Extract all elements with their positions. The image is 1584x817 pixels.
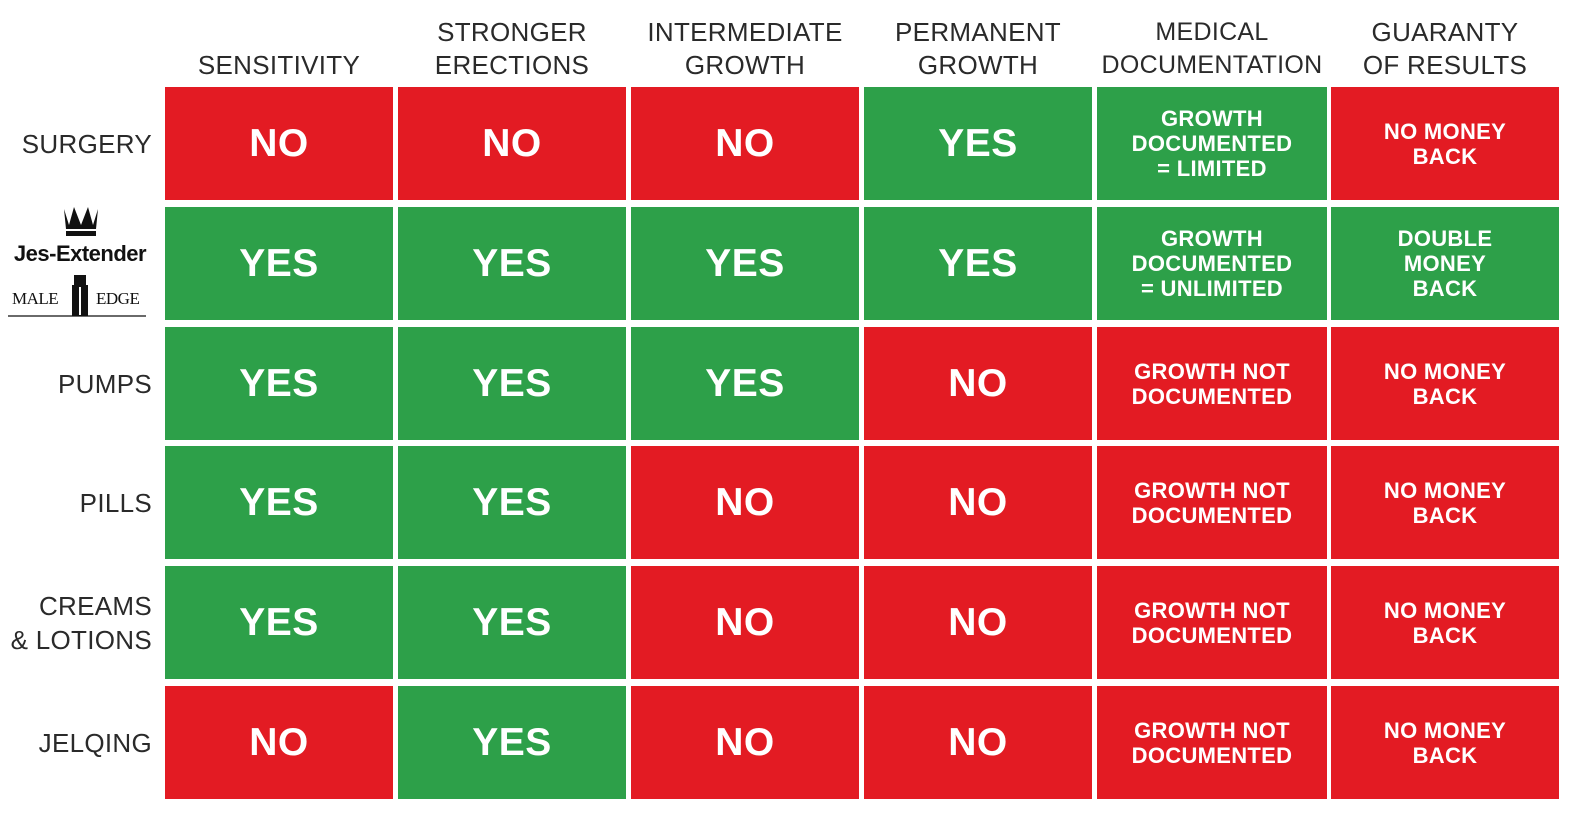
cell-row1-medical-documentation: GROWTH DOCUMENTED = UNLIMITED (1097, 207, 1327, 320)
cell-row4-sensitivity: YES (165, 566, 393, 679)
cell-row2-stronger-erections: YES (398, 327, 626, 440)
row-label-jelqing: JELQING (38, 727, 152, 758)
cell-row0-intermediate-growth: NO (631, 87, 859, 200)
cell-row4-stronger-erections: YES (398, 566, 626, 679)
cell-row2-intermediate-growth: YES (631, 327, 859, 440)
male-edge-figure-icon (8, 275, 146, 317)
cell-row1-stronger-erections: YES (398, 207, 626, 320)
cell-row3-intermediate-growth: NO (631, 446, 859, 559)
brand-sub-left: MALE (12, 289, 59, 308)
row-label-creams-lotions: CREAMS & LOTIONS (10, 590, 152, 655)
column-header-sensitivity: SENSITIVITY (197, 50, 361, 80)
cell-row2-sensitivity: YES (165, 327, 393, 440)
cell-row4-guaranty-of-results: NO MONEY BACK (1331, 566, 1559, 679)
cell-row3-sensitivity: YES (165, 446, 393, 559)
cell-row0-medical-documentation: GROWTH DOCUMENTED = LIMITED (1097, 87, 1327, 200)
row-label-surgery: SURGERY (21, 128, 152, 159)
column-header-medical-documentation: MEDICAL DOCUMENTATION (1101, 18, 1323, 79)
cell-row3-medical-documentation: GROWTH NOT DOCUMENTED (1097, 446, 1327, 559)
jes-extender-logo: Jes-Extender MALE EDGE (6, 203, 154, 319)
cell-row1-sensitivity: YES (165, 207, 393, 320)
cell-row3-permanent-growth: NO (864, 446, 1092, 559)
cell-row0-sensitivity: NO (165, 87, 393, 200)
crown-icon (64, 207, 98, 236)
cell-row5-stronger-erections: YES (398, 686, 626, 799)
cell-row4-medical-documentation: GROWTH NOT DOCUMENTED (1097, 566, 1327, 679)
row-label-pumps: PUMPS (58, 368, 152, 399)
cell-row3-guaranty-of-results: NO MONEY BACK (1331, 446, 1559, 559)
cell-row4-permanent-growth: NO (864, 566, 1092, 679)
cell-row5-medical-documentation: GROWTH NOT DOCUMENTED (1097, 686, 1327, 799)
column-header-guaranty-of-results: GUARANTY OF RESULTS (1362, 17, 1528, 80)
column-header-stronger-erections: STRONGER ERECTIONS (434, 17, 590, 80)
cell-row2-guaranty-of-results: NO MONEY BACK (1331, 327, 1559, 440)
cell-row0-guaranty-of-results: NO MONEY BACK (1331, 87, 1559, 200)
cell-row5-intermediate-growth: NO (631, 686, 859, 799)
row-label-pills: PILLS (79, 487, 152, 518)
cell-row0-stronger-erections: NO (398, 87, 626, 200)
cell-row5-permanent-growth: NO (864, 686, 1092, 799)
column-header-intermediate-growth: INTERMEDIATE GROWTH (647, 17, 843, 80)
brand-sub-right: EDGE (96, 289, 140, 308)
cell-row4-intermediate-growth: NO (631, 566, 859, 679)
cell-row0-permanent-growth: YES (864, 87, 1092, 200)
cell-row2-medical-documentation: GROWTH NOT DOCUMENTED (1097, 327, 1327, 440)
cell-row2-permanent-growth: NO (864, 327, 1092, 440)
cell-row1-intermediate-growth: YES (631, 207, 859, 320)
cell-row1-permanent-growth: YES (864, 207, 1092, 320)
brand-name: Jes-Extender (13, 241, 147, 266)
cell-row5-guaranty-of-results: NO MONEY BACK (1331, 686, 1559, 799)
cell-row5-sensitivity: NO (165, 686, 393, 799)
cell-row1-guaranty-of-results: DOUBLE MONEY BACK (1331, 207, 1559, 320)
column-header-permanent-growth: PERMANENT GROWTH (895, 17, 1061, 80)
cell-row3-stronger-erections: YES (398, 446, 626, 559)
